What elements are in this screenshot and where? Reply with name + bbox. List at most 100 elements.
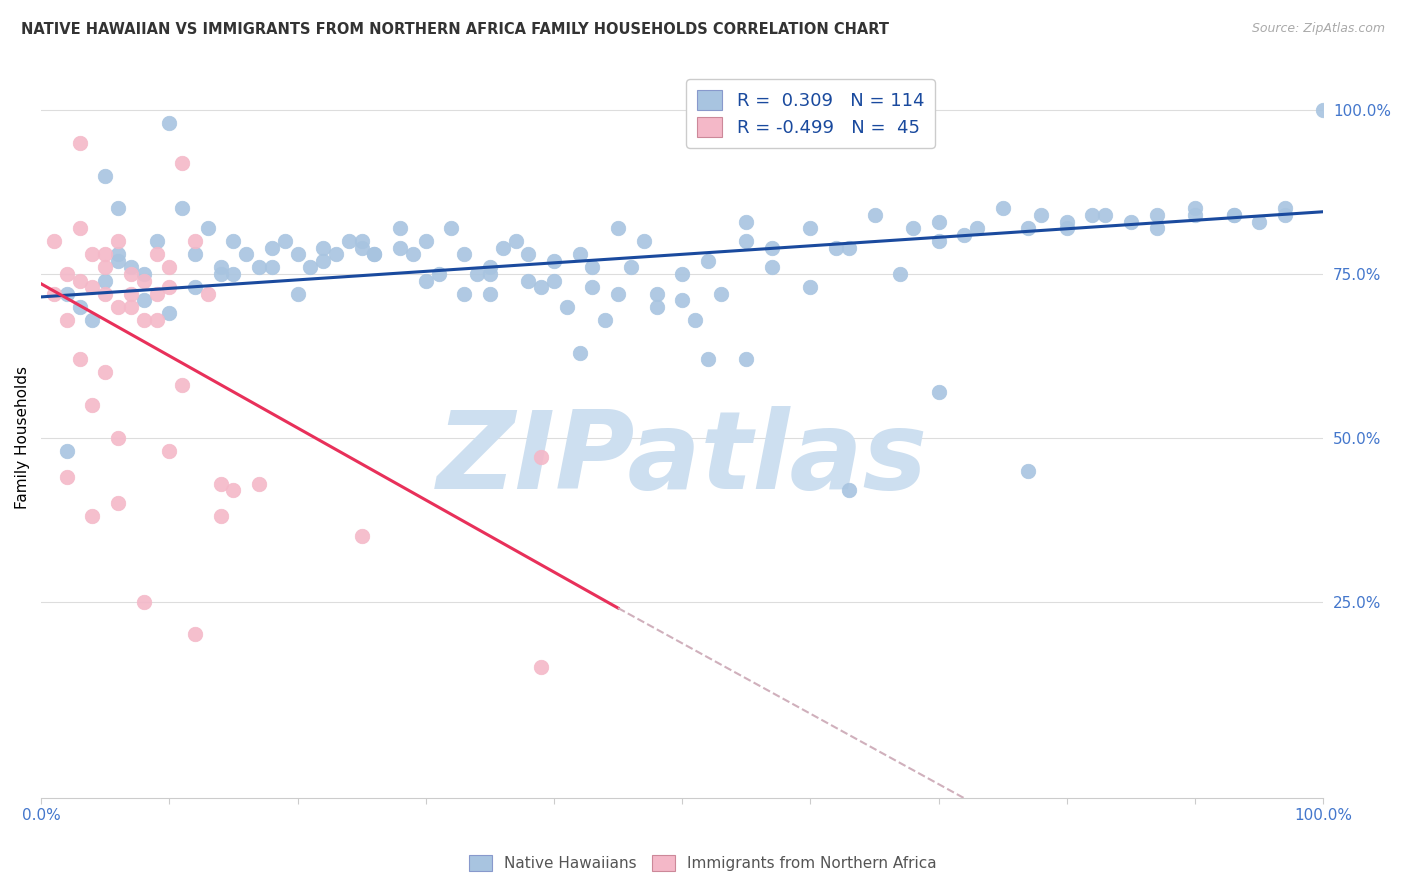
Point xyxy=(325,247,347,261)
Point xyxy=(69,273,91,287)
Point xyxy=(953,227,976,242)
Point xyxy=(492,241,515,255)
Point xyxy=(260,260,283,275)
Point xyxy=(172,155,194,169)
Point xyxy=(543,273,565,287)
Point xyxy=(82,509,104,524)
Point xyxy=(55,443,77,458)
Point xyxy=(607,286,630,301)
Point xyxy=(132,293,155,308)
Point xyxy=(69,352,91,367)
Point xyxy=(132,273,155,287)
Point xyxy=(761,241,783,255)
Point xyxy=(1249,214,1271,228)
Point xyxy=(82,280,104,294)
Point xyxy=(928,384,950,399)
Point xyxy=(69,221,91,235)
Point xyxy=(94,260,117,275)
Point xyxy=(287,247,309,261)
Text: ZIPatlas: ZIPatlas xyxy=(437,407,928,512)
Point xyxy=(107,202,129,216)
Point xyxy=(1094,208,1116,222)
Point xyxy=(132,267,155,281)
Point xyxy=(337,234,360,248)
Point xyxy=(645,300,668,314)
Point xyxy=(710,286,733,301)
Point xyxy=(145,313,167,327)
Point xyxy=(184,234,207,248)
Point xyxy=(222,234,245,248)
Point xyxy=(145,247,167,261)
Legend: R =  0.309   N = 114, R = -0.499   N =  45: R = 0.309 N = 114, R = -0.499 N = 45 xyxy=(686,79,935,148)
Point xyxy=(312,253,335,268)
Point xyxy=(235,247,257,261)
Point xyxy=(1184,208,1206,222)
Point xyxy=(132,313,155,327)
Point xyxy=(478,267,501,281)
Point xyxy=(1081,208,1104,222)
Point xyxy=(453,286,475,301)
Point xyxy=(696,253,718,268)
Point xyxy=(465,267,488,281)
Point xyxy=(107,496,129,510)
Point xyxy=(761,260,783,275)
Point xyxy=(197,221,219,235)
Point xyxy=(350,234,373,248)
Point xyxy=(671,267,693,281)
Point xyxy=(517,247,540,261)
Point xyxy=(1146,208,1168,222)
Point xyxy=(172,202,194,216)
Point xyxy=(94,169,117,183)
Point xyxy=(157,306,180,320)
Point xyxy=(1056,214,1078,228)
Point xyxy=(42,234,65,248)
Point xyxy=(568,247,591,261)
Text: NATIVE HAWAIIAN VS IMMIGRANTS FROM NORTHERN AFRICA FAMILY HOUSEHOLDS CORRELATION: NATIVE HAWAIIAN VS IMMIGRANTS FROM NORTH… xyxy=(21,22,889,37)
Point xyxy=(568,345,591,359)
Point xyxy=(543,253,565,268)
Point xyxy=(55,470,77,484)
Point xyxy=(1119,214,1142,228)
Point xyxy=(363,247,385,261)
Point xyxy=(683,313,706,327)
Point xyxy=(145,234,167,248)
Point xyxy=(312,241,335,255)
Point xyxy=(107,247,129,261)
Point xyxy=(145,286,167,301)
Point xyxy=(120,260,142,275)
Point xyxy=(1031,208,1053,222)
Point xyxy=(274,234,297,248)
Point xyxy=(157,260,180,275)
Point xyxy=(427,267,450,281)
Text: Source: ZipAtlas.com: Source: ZipAtlas.com xyxy=(1251,22,1385,36)
Point xyxy=(1312,103,1334,118)
Point xyxy=(82,398,104,412)
Point xyxy=(530,450,553,465)
Point xyxy=(120,267,142,281)
Point xyxy=(209,476,232,491)
Point xyxy=(42,286,65,301)
Point xyxy=(184,280,207,294)
Point xyxy=(94,365,117,379)
Point xyxy=(1056,221,1078,235)
Point xyxy=(172,378,194,392)
Point xyxy=(209,267,232,281)
Point xyxy=(530,660,553,674)
Point xyxy=(1017,463,1039,477)
Point xyxy=(1222,208,1244,222)
Point xyxy=(69,136,91,150)
Point xyxy=(55,313,77,327)
Point xyxy=(402,247,425,261)
Y-axis label: Family Households: Family Households xyxy=(15,367,30,509)
Point xyxy=(197,286,219,301)
Point xyxy=(389,221,412,235)
Point xyxy=(440,221,463,235)
Point xyxy=(94,286,117,301)
Point xyxy=(838,483,860,498)
Point xyxy=(735,214,758,228)
Point xyxy=(260,241,283,255)
Point xyxy=(247,476,270,491)
Point xyxy=(505,234,527,248)
Legend: Native Hawaiians, Immigrants from Northern Africa: Native Hawaiians, Immigrants from Northe… xyxy=(463,849,943,877)
Point xyxy=(69,300,91,314)
